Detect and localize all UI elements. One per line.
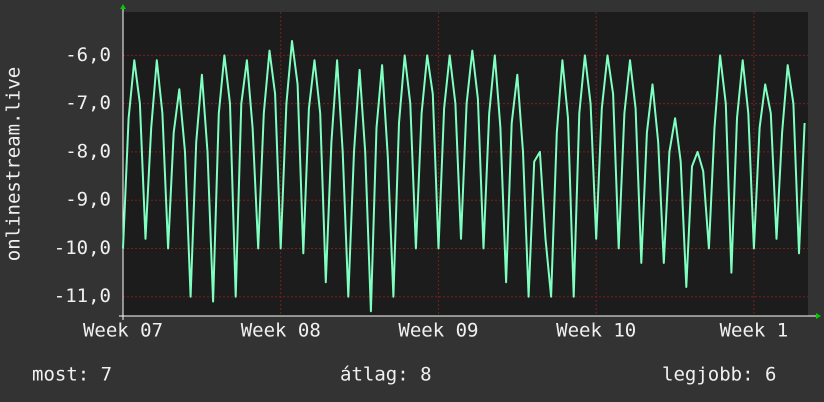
plot-area bbox=[123, 12, 808, 316]
x-tick-label: Week 07 bbox=[83, 320, 163, 342]
y-tick-label: -10,0 bbox=[54, 237, 111, 259]
data-line bbox=[122, 40, 806, 313]
x-tick-label: Week 08 bbox=[241, 320, 321, 342]
x-tick-label: Week 09 bbox=[398, 320, 478, 342]
y-tick-label: -8,0 bbox=[65, 140, 111, 162]
y-tick-label: -7,0 bbox=[65, 92, 111, 114]
x-tick-label: Week 10 bbox=[556, 320, 636, 342]
footer-average: átlag: 8 bbox=[340, 364, 432, 386]
y-axis-label: onlinestream.live bbox=[3, 67, 25, 261]
y-tick-label: -9,0 bbox=[65, 189, 111, 211]
footer-best: legjobb: 6 bbox=[662, 364, 776, 386]
y-tick-label: -11,0 bbox=[54, 285, 111, 307]
axis-arrow bbox=[120, 4, 126, 9]
y-tick-label: -6,0 bbox=[65, 44, 111, 66]
footer-current: most: 7 bbox=[32, 364, 112, 386]
axis-arrow bbox=[816, 313, 821, 319]
x-tick-label: Week 1 bbox=[720, 320, 789, 342]
